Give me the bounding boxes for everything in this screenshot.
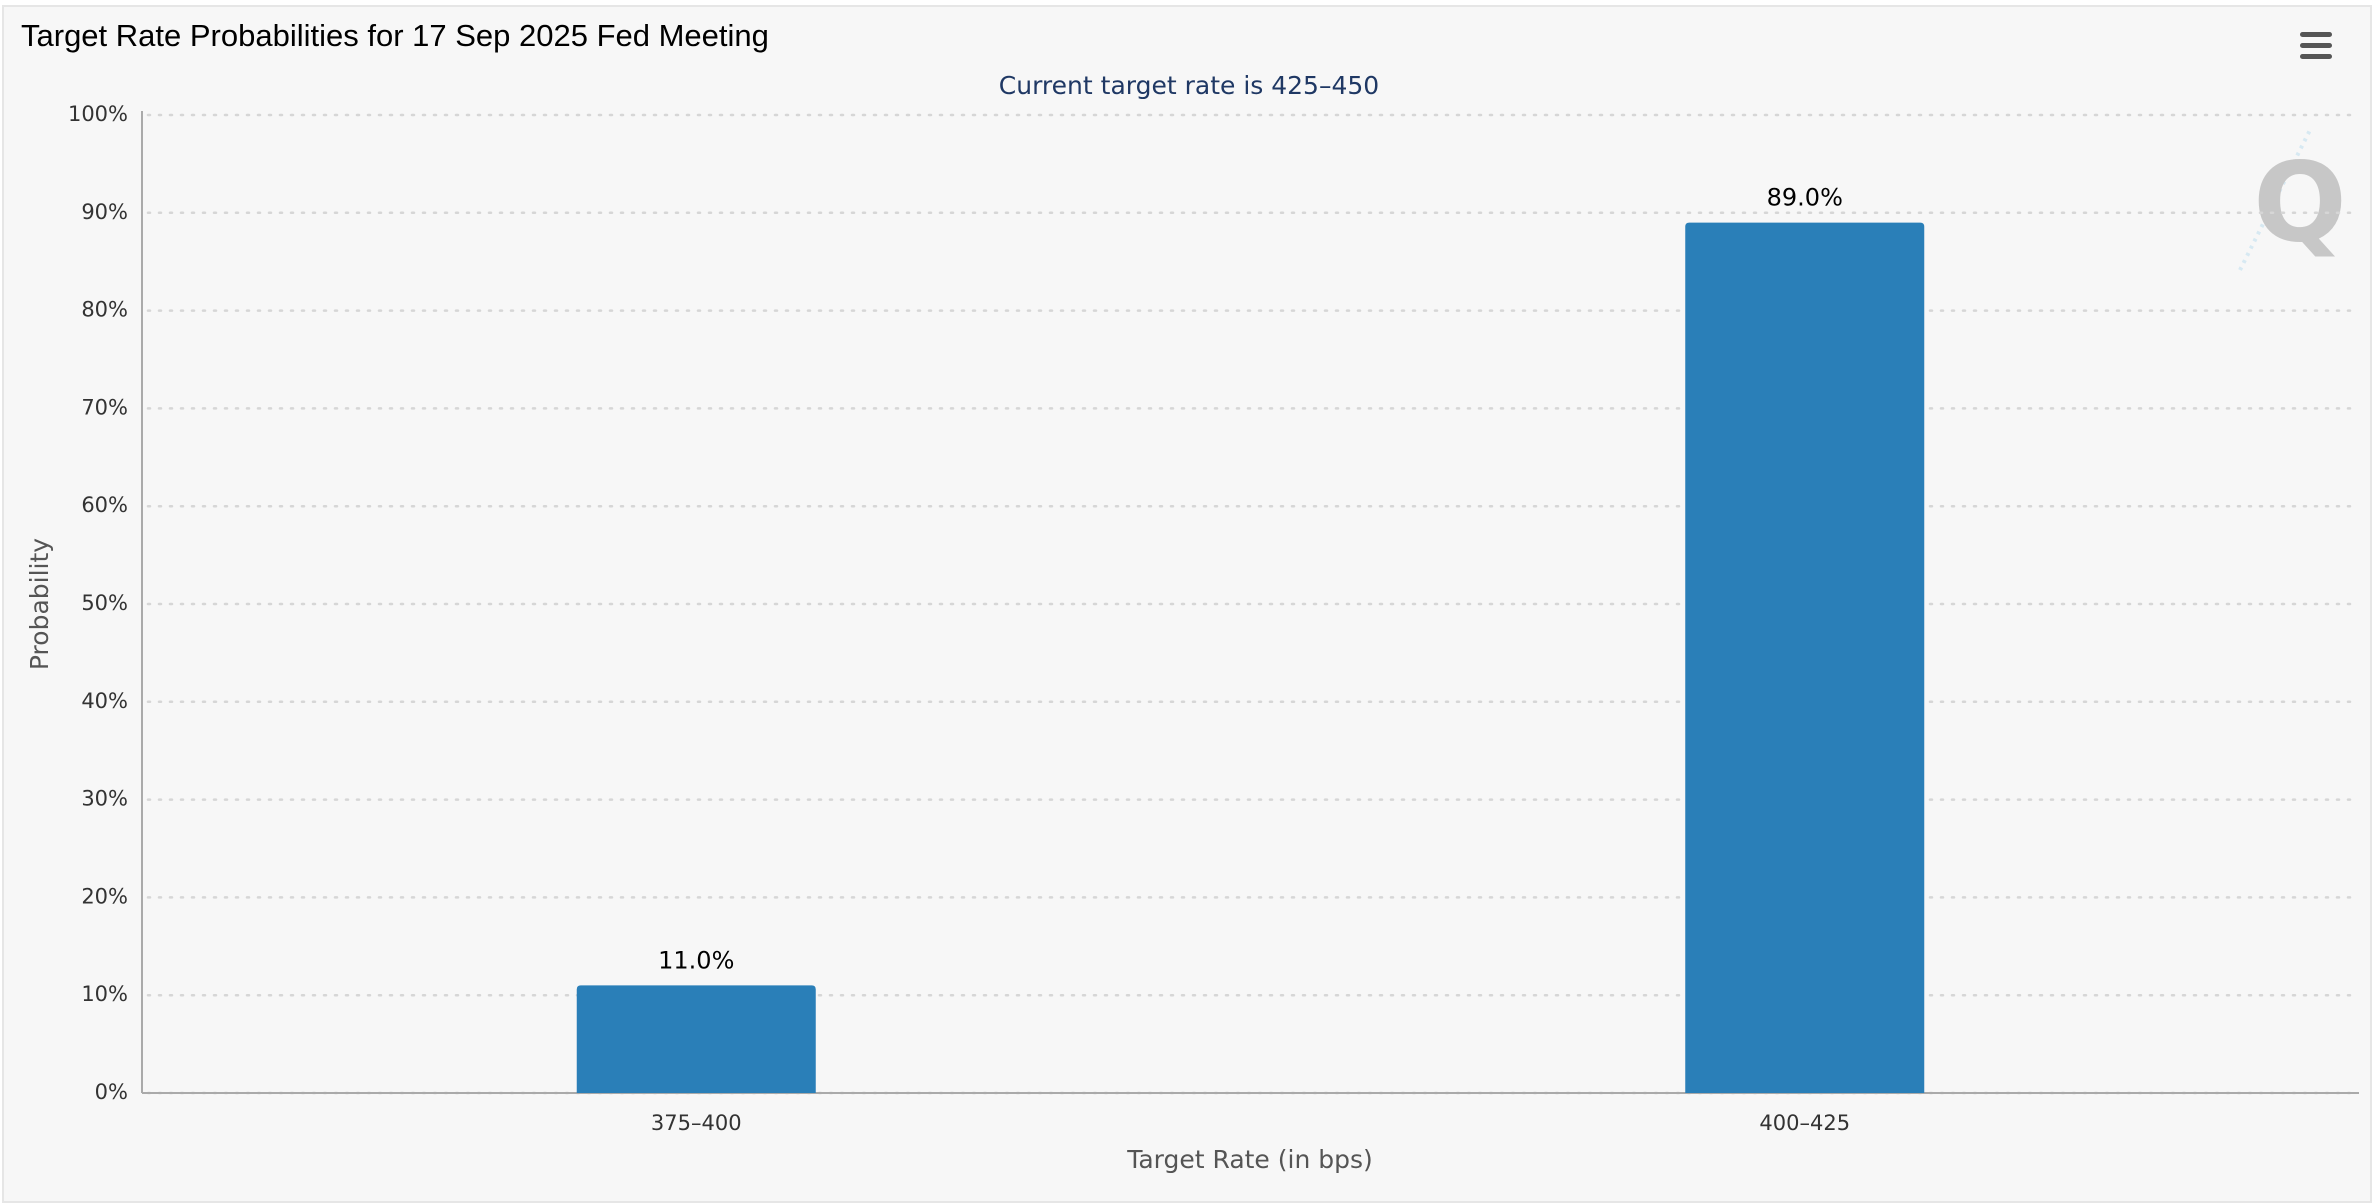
menu-bar[interactable] <box>2300 43 2332 48</box>
y-tick-label: 10% <box>81 982 128 1006</box>
y-tick-label: 50% <box>81 591 128 615</box>
data-label: 11.0% <box>658 946 734 974</box>
y-tick-label: 100% <box>68 102 128 126</box>
y-tick-label: 90% <box>81 200 128 224</box>
bar <box>576 985 816 1093</box>
bar <box>1685 222 1925 1093</box>
y-tick-label: 40% <box>81 689 128 713</box>
logo-letter: Q <box>2253 138 2347 266</box>
y-tick-label: 80% <box>81 298 128 322</box>
x-tick-label: 400–425 <box>1759 1111 1850 1135</box>
data-label: 89.0% <box>1767 184 1843 212</box>
menu-bar[interactable] <box>2300 32 2332 37</box>
y-tick-label: 30% <box>81 787 128 811</box>
menu-bar[interactable] <box>2300 54 2332 59</box>
logo-stroke <box>2238 129 2312 271</box>
watermark-logo: Q <box>2238 129 2347 271</box>
y-tick-label: 0% <box>95 1080 128 1104</box>
y-tick-label: 70% <box>81 395 128 419</box>
chart-subtitle: Current target rate is 425–450 <box>999 71 1379 100</box>
y-axis-title: Probability <box>25 538 54 670</box>
chart-title: Target Rate Probabilities for 17 Sep 202… <box>21 18 769 53</box>
y-tick-label: 60% <box>81 493 128 517</box>
x-tick-label: 375–400 <box>651 1111 742 1135</box>
y-tick-label: 20% <box>81 884 128 908</box>
menu-icon[interactable] <box>2300 32 2332 59</box>
x-axis-title: Target Rate (in bps) <box>1126 1145 1373 1174</box>
